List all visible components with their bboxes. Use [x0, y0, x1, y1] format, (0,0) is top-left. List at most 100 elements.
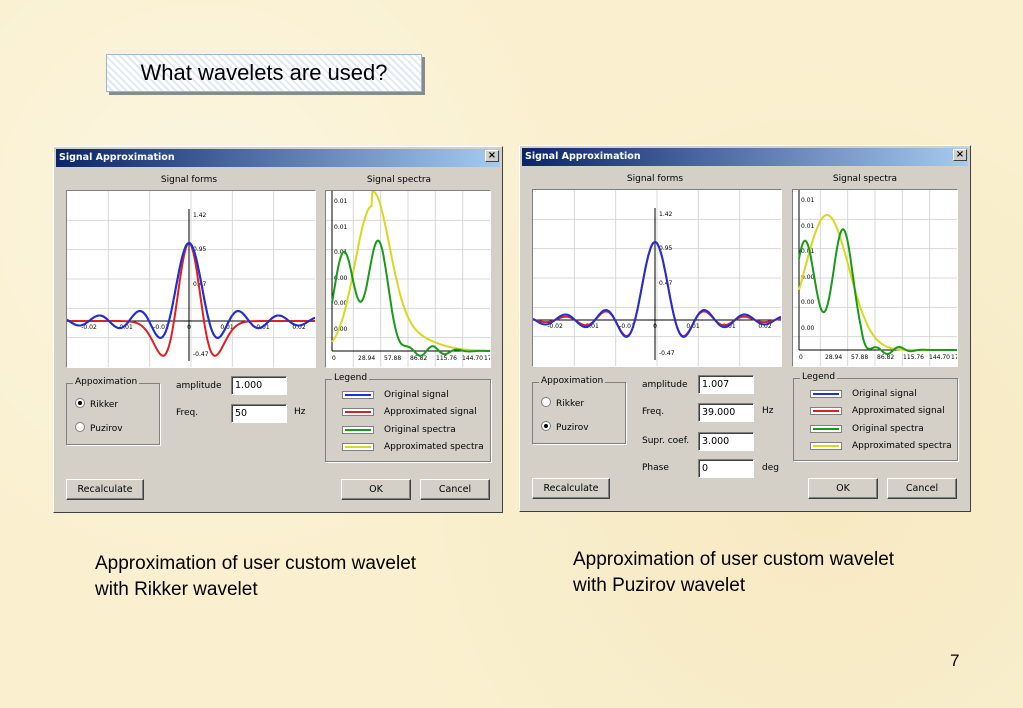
x-tick-label: 0.01 [220, 324, 234, 331]
x-tick-label: 86.82 [877, 354, 894, 361]
hz-unit-label: Hz [762, 406, 774, 416]
supr-coef-field[interactable]: 3.000 [698, 432, 754, 451]
legend-item-label: Approximated spectra [852, 441, 952, 451]
y-tick-label: 0.01 [334, 224, 348, 231]
radio-puzirov[interactable]: Puzirov [541, 421, 589, 433]
radio-rikker[interactable]: Rikker [75, 398, 118, 410]
slide-title: What wavelets are used? [106, 54, 422, 92]
signal-spectra-svg: 0.01 0.01 0.01 0.00 0.00 0.00 0 28.94 57.88 86.82… [326, 191, 490, 367]
hz-unit-label: Hz [294, 407, 306, 417]
y-tick-label: 1.42 [659, 211, 673, 218]
y-tick-label: -0.47 [659, 350, 675, 357]
approximation-group: Appoximation Rikker Puzirov [532, 376, 626, 444]
freq-label: Freq. [176, 408, 199, 418]
y-tick-label: 0.01 [334, 249, 348, 256]
radio-rikker-label: Rikker [556, 399, 585, 409]
legend-group: Legend Original signal Approximated sign… [793, 372, 958, 461]
amplitude-label: amplitude [642, 380, 688, 390]
y-tick-label: 0.01 [334, 198, 348, 205]
x-tick-label: 173 [951, 354, 957, 361]
y-tick-label: 1.42 [193, 212, 207, 219]
recalculate-button[interactable]: Recalculate [532, 478, 610, 499]
ok-button[interactable]: OK [341, 479, 411, 500]
legend-title: Legend [332, 373, 370, 383]
y-tick-label: 0.01 [801, 197, 815, 204]
x-tick-label: 28.94 [358, 355, 375, 362]
x-tick-label: 0 [799, 354, 803, 361]
freq-field[interactable]: 39.000 [698, 403, 754, 422]
signal-forms-plot: 1.42 0.95 0.47 -0.47 -0.02 -0.01 -0.01 0 0.01 0.0… [66, 190, 316, 368]
legend-swatch-icon [342, 391, 374, 399]
signal-spectra-svg: 0.01 0.01 0.01 0.00 0.00 0.00 0 28.94 57.88 86.82… [793, 190, 957, 366]
legend-item-label: Original spectra [852, 424, 924, 434]
approximation-group-label: Appoximation [539, 376, 606, 386]
x-tick-label: -0.01 [583, 323, 599, 330]
x-tick-label: -0.01 [153, 324, 169, 331]
legend-group: Legend Original signal Approximated sign… [325, 373, 491, 462]
y-tick-label: 0.00 [334, 275, 348, 282]
radio-rikker[interactable]: Rikker [541, 397, 584, 409]
x-tick-label: 115.76 [903, 354, 924, 361]
phase-field[interactable]: 0 [698, 459, 754, 478]
x-tick-label: -0.01 [619, 323, 635, 330]
freq-field[interactable]: 50 [231, 404, 287, 423]
x-tick-label: 0 [187, 324, 191, 331]
x-tick-label: -0.02 [81, 324, 97, 331]
y-tick-label: 0.01 [801, 248, 815, 255]
amplitude-field[interactable]: 1.000 [231, 376, 287, 395]
approximation-group: Appoximation Rikker Puzirov [66, 377, 160, 445]
x-tick-label: -0.02 [547, 323, 563, 330]
signal-approximation-dialog-rikker: Signal Approximation × Signal forms Sign… [53, 146, 503, 513]
freq-label: Freq. [642, 407, 665, 417]
legend-swatch-icon [342, 426, 374, 434]
radio-checked-icon [75, 398, 85, 408]
ok-button[interactable]: OK [808, 478, 878, 499]
signal-forms-plot: 1.42 0.95 0.47 -0.47 -0.02 -0.01 -0.01 0 0.01 0.0… [532, 189, 782, 367]
dialog-titlebar[interactable]: Signal Approximation [522, 148, 968, 166]
x-tick-label: 28.94 [825, 354, 842, 361]
legend-item-label: Original signal [384, 390, 449, 400]
page-number: 7 [950, 651, 960, 670]
y-tick-label: 0.95 [659, 245, 673, 252]
y-tick-label: 0.47 [193, 281, 207, 288]
cancel-button[interactable]: Cancel [420, 479, 490, 500]
radio-rikker-label: Rikker [90, 400, 119, 410]
x-tick-label: 173 [484, 355, 490, 362]
deg-unit-label: deg [762, 463, 779, 473]
original-signal-curve [533, 241, 781, 338]
radio-unchecked-icon [541, 397, 551, 407]
legend-swatch-icon [342, 408, 374, 416]
dialog-titlebar[interactable]: Signal Approximation [56, 149, 500, 167]
legend-item-label: Original signal [852, 389, 917, 399]
y-tick-label: 0.47 [659, 280, 673, 287]
close-icon[interactable]: × [485, 150, 499, 162]
amplitude-field[interactable]: 1.007 [698, 375, 754, 394]
x-tick-label: 115.76 [436, 355, 457, 362]
dialog-title: Signal Approximation [59, 152, 175, 163]
signal-spectra-plot: 0.01 0.01 0.01 0.00 0.00 0.00 0 28.94 57.88 86.82… [792, 189, 958, 367]
x-tick-label: 144.70 [929, 354, 950, 361]
signal-approximation-dialog-puzirov: Signal Approximation × Signal forms Sign… [519, 145, 971, 512]
legend-item-label: Approximated spectra [384, 442, 484, 452]
legend-item-label: Original spectra [384, 425, 456, 435]
x-tick-label: 57.88 [384, 355, 401, 362]
legend-swatch-icon [810, 425, 842, 433]
recalculate-button[interactable]: Recalculate [66, 479, 144, 500]
y-tick-label: 0.00 [334, 300, 348, 307]
close-icon[interactable]: × [953, 149, 967, 161]
x-tick-label: 0.02 [758, 323, 772, 330]
y-tick-label: 0.00 [334, 326, 348, 333]
phase-label: Phase [642, 463, 669, 473]
radio-puzirov-label: Puzirov [90, 424, 123, 434]
cancel-button[interactable]: Cancel [887, 478, 957, 499]
original-spectra-curve [331, 239, 490, 357]
x-tick-label: 0.02 [292, 324, 306, 331]
dialog-title: Signal Approximation [525, 151, 641, 162]
legend-title: Legend [800, 372, 838, 382]
caption-rikker: Approximation of user custom wavelet wit… [95, 553, 417, 600]
signal-forms-label: Signal forms [160, 175, 218, 185]
y-tick-label: 0.00 [801, 274, 815, 281]
radio-puzirov[interactable]: Puzirov [75, 422, 123, 434]
approximated-spectra-curve [331, 191, 490, 352]
y-tick-label: 0.95 [193, 246, 207, 253]
